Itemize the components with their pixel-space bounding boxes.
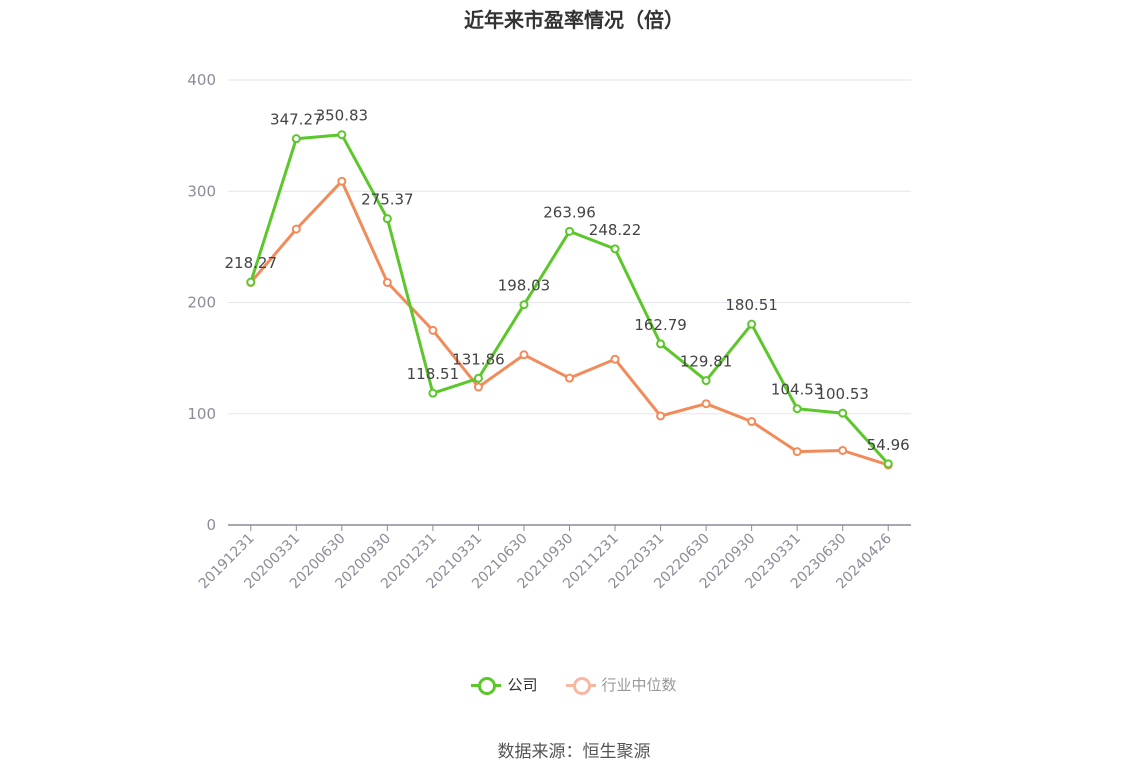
company-point-20191231 (246, 277, 256, 287)
y-tick-label-300: 300 (187, 182, 216, 200)
company-point-20200630 (337, 130, 347, 140)
company-data-label-20230331: 104.53 (771, 381, 824, 399)
industry-point-20220930 (747, 417, 757, 427)
company-data-label-20220930: 180.51 (725, 296, 778, 314)
company-data-label-20210331: 131.86 (452, 350, 505, 368)
company-point-20230630 (838, 408, 848, 418)
y-tick-label-400: 400 (187, 71, 216, 89)
company-data-label-20220331: 162.79 (634, 316, 687, 334)
industry-point-20230331 (792, 447, 802, 457)
industry-point-20230630 (838, 445, 848, 455)
company-data-label-20210630: 198.03 (498, 277, 551, 295)
company-point-20220630 (701, 376, 711, 386)
industry-point-20201231 (428, 325, 438, 335)
industry-point-20220630 (701, 399, 711, 409)
company-point-20210331 (473, 373, 483, 383)
axis-layer: 0100200300400201912312020033120200630202… (187, 71, 911, 592)
company-data-label-20210930: 263.96 (543, 203, 596, 221)
industry-point-20200930 (382, 277, 392, 287)
y-tick-label-100: 100 (187, 405, 216, 423)
company-data-label-20200331: 347.27 (270, 111, 323, 129)
industry-point-20211231 (610, 354, 620, 364)
company-data-label-20191231: 218.27 (225, 254, 278, 272)
company-data-label-20230630: 100.53 (816, 385, 869, 403)
company-point-20200930 (382, 214, 392, 224)
company-point-20240426 (883, 459, 893, 469)
pe-line-chart: 0100200300400201912312020033120200630202… (187, 71, 911, 592)
company-data-label-20200930: 275.37 (361, 191, 414, 209)
legend-company-line-icon (471, 676, 502, 695)
company-point-20220930 (747, 319, 757, 329)
industry-point-20200331 (291, 224, 301, 234)
company-point-20201231 (428, 388, 438, 398)
y-tick-label-200: 200 (187, 294, 216, 312)
company-point-20210930 (565, 226, 574, 236)
industry-point-20210331 (473, 382, 483, 392)
legend-industry-label: 行业中位数 (601, 676, 677, 694)
industry-point-20210630 (519, 350, 529, 360)
company-point-20230331 (792, 404, 802, 414)
legend-industry-line-icon (565, 676, 596, 695)
company-point-20200331 (291, 134, 301, 144)
company-data-label-20220630: 129.81 (680, 353, 733, 371)
y-tick-label-0: 0 (206, 516, 216, 534)
company-data-label-20200630: 350.83 (316, 107, 369, 125)
legend-company-label: 公司 (507, 676, 538, 694)
industry-point-20210930 (565, 373, 574, 383)
data-source: 数据来源：恒生聚源 (497, 742, 651, 762)
company-data-label-20201231: 118.51 (407, 365, 460, 383)
legend-item-company[interactable]: 公司 (471, 674, 538, 695)
company-data-label-20211231: 248.22 (589, 221, 642, 239)
company-data-label-20240426: 54.96 (867, 436, 910, 454)
industry-point-20200630 (337, 176, 347, 186)
series-line-company (249, 133, 890, 465)
series-line-industry (249, 179, 889, 467)
chart-title: 近年来市盈率情况（倍） (464, 8, 684, 32)
legend: 公司 行业中位数 (0, 674, 1148, 695)
industry-point-20220331 (656, 411, 666, 421)
legend-item-industry[interactable]: 行业中位数 (565, 674, 677, 695)
company-point-20210630 (519, 300, 529, 310)
company-point-20211231 (610, 244, 620, 254)
grid-layer (228, 79, 911, 415)
series-layer (246, 130, 893, 470)
company-point-20220331 (656, 339, 666, 349)
